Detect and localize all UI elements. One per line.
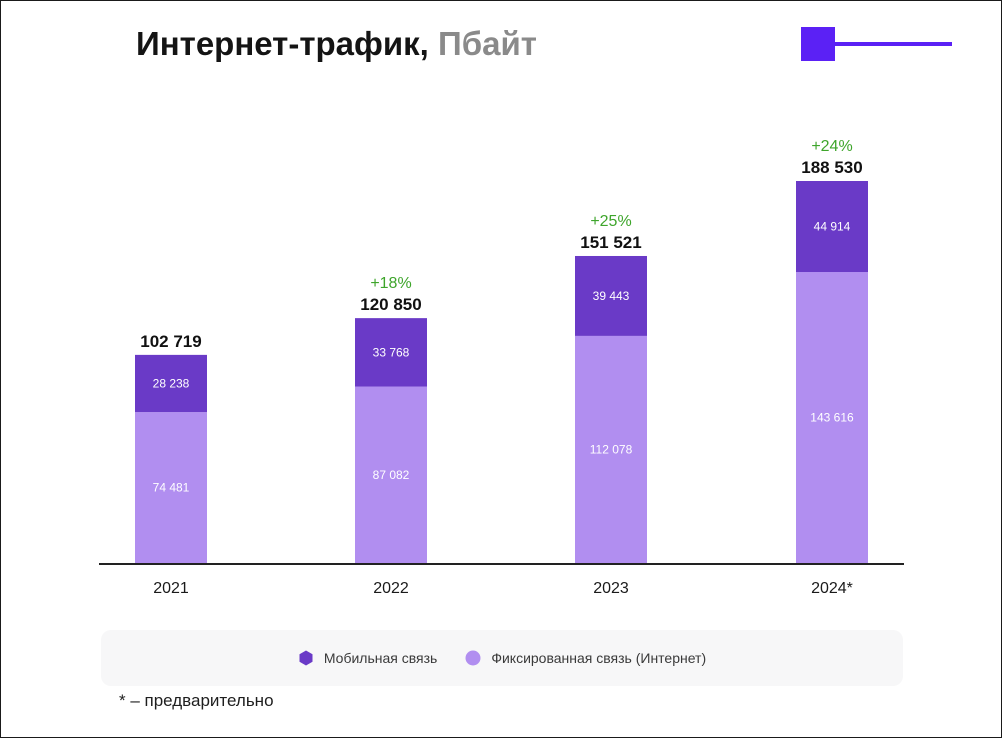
total-label-0: 102 719 (140, 332, 201, 351)
bar-fixed-0 (135, 412, 207, 563)
value-label-mobile-3: 44 914 (814, 220, 851, 234)
value-label-fixed-0: 74 481 (153, 481, 190, 495)
x-tick-label-0: 2021 (153, 580, 189, 597)
legend-item-fixed: Фиксированная связь (Интернет) (465, 650, 706, 666)
hexagon-icon (299, 650, 313, 666)
bar-mobile-1 (355, 318, 427, 387)
decorative-square (801, 27, 835, 61)
bar-chart: 74 481 28 238 102 719 2021 87 082 33 768 120 8… (99, 138, 904, 597)
value-label-mobile-0: 28 238 (153, 376, 190, 390)
value-label-fixed-2: 112 078 (590, 442, 633, 456)
x-tick-label-3: 2024* (811, 580, 853, 597)
value-label-fixed-1: 87 082 (373, 468, 410, 482)
growth-label-2: +25% (590, 213, 631, 230)
growth-label-3: +24% (811, 138, 852, 155)
legend-item-mobile: Мобильная связь (298, 650, 437, 666)
bar-mobile-2 (575, 255, 647, 336)
title-main: Интернет-трафик, (136, 25, 429, 62)
bar-fixed-3 (796, 272, 868, 563)
bar-fixed-1 (355, 386, 427, 563)
title-unit: Пбайт (438, 25, 537, 62)
x-tick-label-2: 2023 (593, 580, 629, 597)
total-label-1: 120 850 (360, 295, 421, 314)
total-label-2: 151 521 (580, 233, 641, 252)
value-label-mobile-1: 33 768 (373, 345, 410, 359)
legend-label-fixed: Фиксированная связь (Интернет) (491, 650, 707, 666)
x-tick-label-1: 2022 (373, 580, 409, 597)
value-label-fixed-3: 143 616 (810, 411, 854, 425)
circle-icon (465, 650, 481, 666)
legend-label-mobile: Мобильная связь (323, 650, 438, 666)
total-label-3: 188 530 (801, 158, 862, 177)
bar-mobile-0 (135, 354, 207, 413)
decorative-line (835, 42, 952, 46)
bar-fixed-2 (575, 335, 647, 563)
footnote: * – предварительно (119, 691, 274, 710)
growth-label-1: +18% (370, 275, 411, 292)
bar-mobile-3 (796, 181, 868, 273)
chart-title: Интернет-трафик, Пбайт (136, 25, 537, 63)
legend: Мобильная связь Фиксированная связь (Инт… (101, 630, 903, 686)
value-label-mobile-2: 39 443 (593, 289, 630, 303)
